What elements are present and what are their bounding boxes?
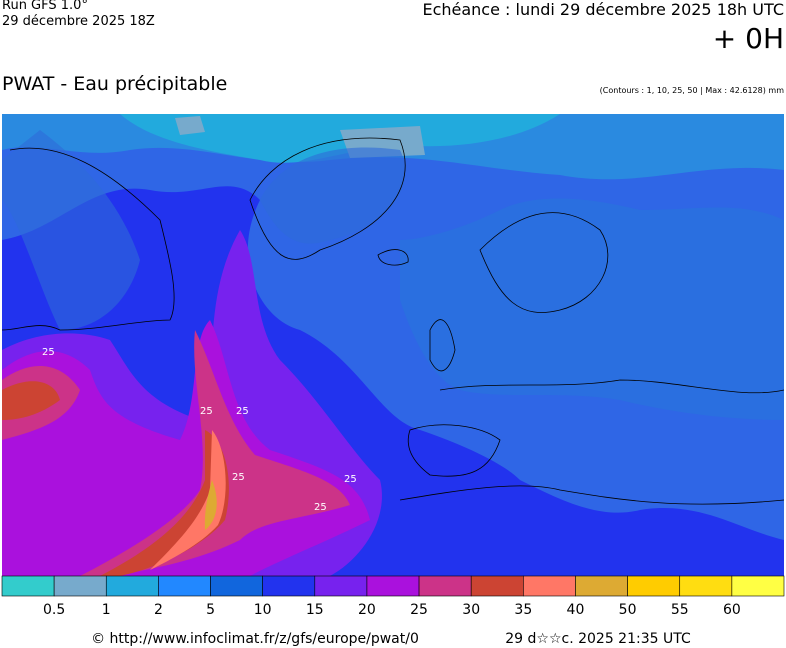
legend-label: 15 <box>306 602 324 618</box>
legend-label: 30 <box>462 602 480 618</box>
contour-label: 25 <box>42 347 55 358</box>
legend-label: 60 <box>723 602 741 618</box>
legend-swatch <box>418 575 472 597</box>
legend-swatch <box>53 575 107 597</box>
legend-swatch <box>627 575 681 597</box>
run-date: 29 décembre 2025 18Z <box>2 14 155 29</box>
contour-label: 25 <box>232 472 245 483</box>
legend-swatch <box>575 575 628 597</box>
lead-time: + 0H <box>713 22 784 55</box>
legend-swatch <box>679 575 733 597</box>
contour-label: 25 <box>344 474 357 485</box>
legend-swatch <box>470 575 524 597</box>
legend-label: 1 <box>102 602 111 618</box>
legend-swatch <box>105 575 159 597</box>
legend-label: 35 <box>514 602 532 618</box>
legend-swatch <box>523 575 576 597</box>
legend-label: 40 <box>567 602 585 618</box>
footer-generated: 29 d☆☆c. 2025 21:35 UTC <box>505 631 691 647</box>
run: Run GFS 1.0° <box>2 0 88 13</box>
legend-swatch <box>158 575 211 597</box>
contours-note: (Contours : 1, 10, 25, 50 | Max : 42.612… <box>600 86 785 95</box>
legend-swatch <box>731 575 785 597</box>
legend-label: 50 <box>619 602 637 618</box>
legend: 0.5 1 2 5 10 15 20 25 30 35 40 50 55 60 <box>1 575 785 618</box>
title: PWAT - Eau précipitable <box>2 73 227 95</box>
legend-label: 2 <box>154 602 163 618</box>
legend-swatch <box>366 575 420 597</box>
legend-label: 25 <box>410 602 428 618</box>
legend-label: 20 <box>358 602 376 618</box>
legend-swatch <box>262 575 316 597</box>
legend-label: 0.5 <box>43 602 65 618</box>
legend-label: 10 <box>254 602 272 618</box>
footer-url: © http://www.infoclimat.fr/z/gfs/europe/… <box>91 631 419 647</box>
legend-swatch <box>314 575 368 597</box>
contour-label: 25 <box>236 406 249 417</box>
legend-label: 5 <box>206 602 215 618</box>
map: 25 25 25 25 25 25 <box>1 114 785 576</box>
contour-label: 25 <box>314 502 327 513</box>
legend-swatch <box>210 575 263 597</box>
contour-label: 25 <box>200 406 213 417</box>
valid-time: Echéance : lundi 29 décembre 2025 18h UT… <box>422 0 784 19</box>
legend-label: 55 <box>671 602 689 618</box>
legend-swatch <box>1 575 55 597</box>
